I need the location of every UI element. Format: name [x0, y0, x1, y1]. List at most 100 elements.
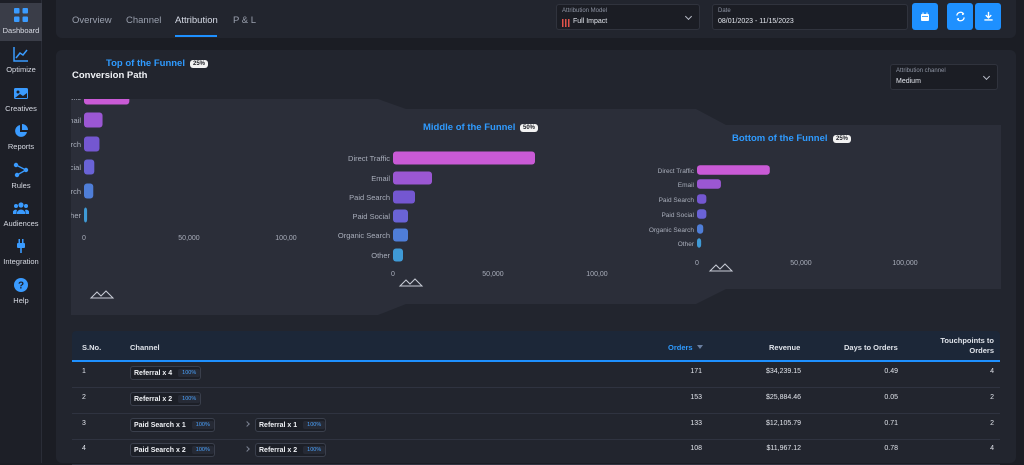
- nodes-icon: [13, 162, 29, 178]
- sidebar-item-creatives[interactable]: Creatives: [0, 81, 42, 119]
- row-revenue: $12,105.79: [765, 420, 801, 427]
- row-sno: 4: [82, 445, 86, 452]
- row-touchpoints: 2: [990, 420, 994, 427]
- sidebar-item-audiences[interactable]: Audiences: [0, 196, 42, 234]
- funnel-category-label: Email: [678, 182, 695, 189]
- tab-attribution[interactable]: Attribution: [175, 15, 218, 26]
- funnel-category-label: Email: [71, 116, 81, 125]
- channel-chip: Referral x 2 100%: [130, 392, 202, 406]
- channel-chip: Paid Search x 2 100%: [130, 443, 215, 457]
- funnel-bar: [697, 238, 702, 248]
- calendar-button[interactable]: [912, 3, 938, 30]
- svg-text:?: ?: [18, 281, 24, 292]
- sort-desc-icon[interactable]: [697, 345, 703, 349]
- funnel-bar: [84, 112, 103, 128]
- row-orders: 108: [690, 445, 702, 452]
- row-orders: 153: [690, 394, 702, 401]
- table-row[interactable]: 2 Referral x 2 100% 153 $25,884.46 0.05 2: [72, 388, 1000, 414]
- attribution-channel-select[interactable]: Attribution channel Medium: [890, 64, 998, 90]
- attribution-model-value: Full Impact: [573, 18, 608, 25]
- users-icon: [13, 202, 29, 214]
- attribution-channel-label: Attribution channel: [896, 68, 946, 74]
- row-days-to-orders: 0.05: [884, 394, 898, 401]
- channel-chip-percentage: 100%: [303, 421, 326, 429]
- chevron-down-icon: [684, 12, 693, 21]
- channel-chip-name: Referral x 1: [259, 421, 298, 429]
- funnel-percentage-badge: 50%: [520, 124, 539, 132]
- funnel-category-label: Paid Social: [352, 212, 390, 221]
- column-header-revenue: Revenue: [769, 343, 801, 352]
- funnel-background: [71, 99, 1001, 315]
- sidebar-item-optimize[interactable]: Optimize: [0, 42, 42, 80]
- column-header-days-to-orders: Days to Orders: [844, 343, 898, 352]
- funnel-category-label: Organic Search: [649, 227, 695, 234]
- sidebar-item-reports[interactable]: Reports: [0, 119, 42, 157]
- channel-chip: Referral x 2 100%: [255, 443, 327, 457]
- calendar-icon: [921, 12, 929, 21]
- row-days-to-orders: 0.49: [884, 368, 898, 375]
- channel-chip-percentage: 100%: [178, 369, 201, 377]
- table-row[interactable]: 3 Paid Search x 1 100% Referral x 1 100% 133 $…: [72, 414, 1000, 440]
- funnel-category-label: Direct Traffic: [71, 99, 81, 102]
- attribution-channel-value: Medium: [896, 78, 921, 85]
- funnel-bar: [393, 190, 415, 204]
- sidebar-item-integration[interactable]: Integration: [0, 234, 42, 272]
- funnel-bar: [697, 209, 707, 219]
- date-range-picker[interactable]: Date 08/01/2023 - 11/15/2023: [712, 4, 908, 30]
- mountain-logo-icon: [708, 263, 734, 272]
- refresh-button[interactable]: [947, 3, 973, 30]
- sidebar-item-rules[interactable]: Rules: [0, 158, 42, 196]
- chevron-right-icon: [244, 421, 250, 427]
- column-header-orders[interactable]: Orders: [668, 343, 693, 352]
- active-tab-indicator: [175, 35, 217, 37]
- conversion-path-card: Conversion Path Attribution channel Medi…: [56, 50, 1016, 465]
- channel-chip-percentage: 100%: [191, 421, 214, 429]
- funnel-category-label: Email: [371, 174, 390, 183]
- table-row[interactable]: 4 Paid Search x 2 100% Referral x 2 100% 108 $…: [72, 439, 1000, 465]
- funnel-axis-tick: 50,000: [790, 260, 812, 267]
- funnel-bar: [393, 248, 403, 262]
- sidebar-item-label: Rules: [11, 181, 31, 190]
- row-orders: 171: [690, 368, 702, 375]
- chevron-down-icon: [982, 72, 991, 81]
- funnel-bar: [84, 136, 100, 152]
- funnel-bar: [697, 179, 721, 189]
- funnel-category-label: Direct Traffic: [658, 168, 695, 175]
- download-button[interactable]: [975, 3, 1001, 30]
- funnel-category-label: Paid Search: [349, 193, 390, 202]
- funnel-axis-tick: 100,00: [586, 271, 608, 278]
- funnel-bar: [393, 151, 535, 165]
- channel-chip-percentage: 100%: [178, 395, 201, 403]
- chart-line-icon: [13, 47, 28, 62]
- attribution-model-select[interactable]: Attribution Model Full Impact: [556, 4, 700, 30]
- channel-chip-percentage: 100%: [191, 446, 214, 454]
- sidebar-item-label: Audiences: [3, 219, 39, 228]
- funnel-category-label: Organic Search: [71, 187, 81, 196]
- mountain-logo-icon: [89, 290, 115, 299]
- sidebar-item-help[interactable]: ? Help: [0, 273, 42, 311]
- funnel-title-1: Middle of the Funnel: [423, 122, 516, 133]
- table-row[interactable]: 1 Referral x 4 100% 171 $34,239.15 0.49 4: [72, 362, 1000, 388]
- row-revenue: $11,967.12: [766, 445, 801, 452]
- refresh-icon: [955, 11, 965, 22]
- tab-overview[interactable]: Overview: [72, 15, 112, 26]
- sidebar-item-label: Optimize: [6, 65, 36, 74]
- row-revenue: $34,239.15: [765, 368, 801, 375]
- sidebar-item-label: Reports: [7, 142, 35, 151]
- funnel-bar: [393, 171, 432, 185]
- funnel-bar: [84, 183, 94, 199]
- sidebar-item-label: Dashboard: [2, 26, 40, 35]
- funnel-category-label: Direct Traffic: [348, 154, 390, 163]
- funnel-title-2: Bottom of the Funnel: [732, 133, 828, 144]
- tab-p-and-l[interactable]: P & L: [233, 15, 257, 26]
- tab-channel[interactable]: Channel: [126, 15, 162, 26]
- sidebar-item-dashboard[interactable]: Dashboard: [0, 3, 42, 41]
- pie-chart-icon: [15, 124, 28, 137]
- funnel-bar: [84, 99, 130, 105]
- channel-chip: Paid Search x 1 100%: [130, 418, 215, 432]
- row-days-to-orders: 0.78: [884, 445, 898, 452]
- funnel-percentage-badge: 25%: [190, 60, 209, 68]
- column-header-channel: Channel: [130, 343, 160, 352]
- row-touchpoints: 4: [990, 445, 994, 452]
- channel-chip-percentage: 100%: [303, 446, 326, 454]
